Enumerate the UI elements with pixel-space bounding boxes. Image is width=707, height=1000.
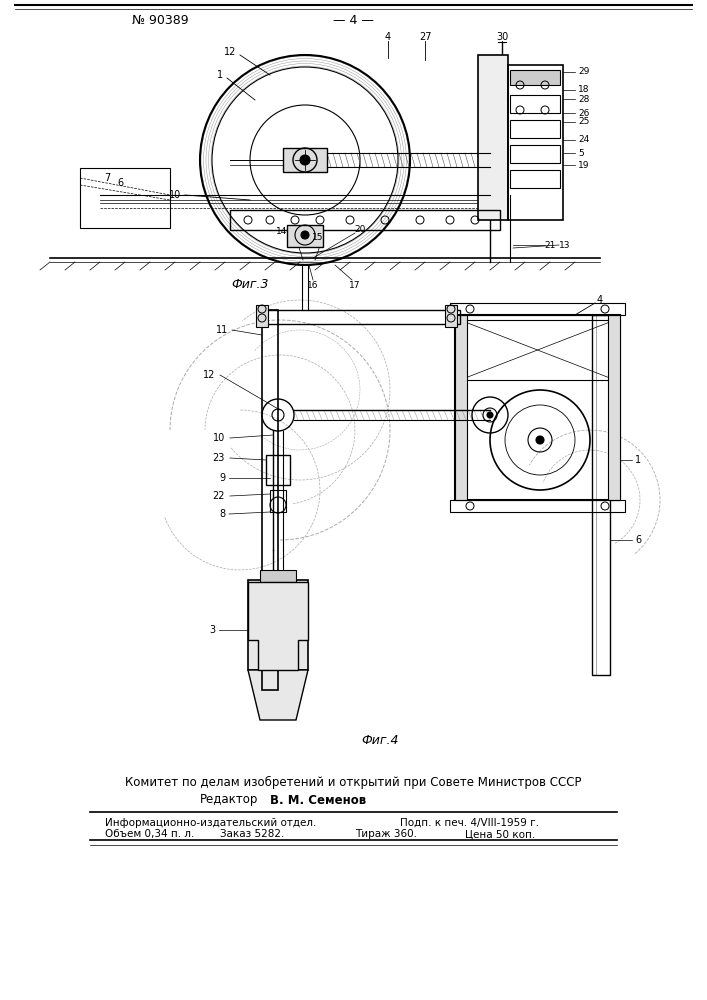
Text: 23: 23 [213, 453, 225, 463]
Text: Фиг.3: Фиг.3 [231, 278, 269, 292]
Text: 4: 4 [385, 32, 391, 42]
Text: 5: 5 [578, 148, 584, 157]
Text: 30: 30 [496, 32, 508, 42]
Text: 12: 12 [203, 370, 215, 380]
Circle shape [301, 231, 309, 239]
Bar [510, 120, 560, 138]
Text: 7: 7 [104, 173, 110, 183]
Text: Комитет по делам изобретений и открытий при Совете Министров СССР: Комитет по делам изобретений и открытий … [124, 775, 581, 789]
Text: 14: 14 [276, 228, 288, 236]
Text: 3: 3 [209, 625, 215, 635]
Text: 26: 26 [578, 108, 590, 117]
Text: Информационно-издательский отдел.: Информационно-издательский отдел. [105, 818, 316, 828]
Bar [262, 310, 278, 690]
Bar [450, 500, 625, 512]
Text: 8: 8 [219, 509, 225, 519]
Bar [592, 315, 610, 675]
Bar [510, 145, 560, 163]
Bar [260, 570, 296, 582]
Text: 12: 12 [224, 47, 236, 57]
Bar [262, 310, 460, 324]
Text: 10: 10 [169, 190, 181, 200]
Text: Редактор: Редактор [200, 794, 258, 806]
Text: В. М. Семенов: В. М. Семенов [270, 794, 366, 806]
Text: 29: 29 [578, 68, 590, 77]
Bar [80, 168, 170, 228]
Bar [508, 65, 563, 220]
Bar [510, 70, 560, 85]
Text: Объем 0,34 п. л.: Объем 0,34 п. л. [105, 829, 194, 839]
Text: — 4 —: — 4 — [332, 13, 373, 26]
Text: 13: 13 [559, 240, 571, 249]
Bar [230, 210, 500, 230]
Text: Заказ 5282.: Заказ 5282. [220, 829, 284, 839]
Text: 25: 25 [578, 117, 590, 126]
Text: 22: 22 [213, 491, 225, 501]
Text: 19: 19 [578, 160, 590, 169]
Bar [455, 315, 467, 500]
Bar [445, 305, 457, 327]
Text: Фиг.4: Фиг.4 [361, 734, 399, 746]
Text: 15: 15 [312, 232, 324, 241]
Bar [510, 95, 560, 113]
Text: 27: 27 [419, 32, 431, 42]
Text: 1: 1 [217, 70, 223, 80]
Text: 16: 16 [308, 280, 319, 290]
Bar [450, 303, 625, 315]
Circle shape [300, 155, 310, 165]
Text: 18: 18 [578, 86, 590, 95]
Text: 6: 6 [117, 178, 123, 188]
Bar [460, 320, 615, 380]
Bar [283, 148, 327, 172]
Text: 21: 21 [544, 240, 556, 249]
Text: Цена 50 коп.: Цена 50 коп. [465, 829, 535, 839]
Polygon shape [248, 582, 308, 670]
Text: Подп. к печ. 4/VIII-1959 г.: Подп. к печ. 4/VIII-1959 г. [400, 818, 539, 828]
Text: № 90389: № 90389 [132, 13, 188, 26]
Bar [287, 225, 323, 247]
Text: 28: 28 [578, 95, 590, 104]
Text: 24: 24 [578, 135, 589, 144]
Bar [248, 580, 308, 670]
Circle shape [487, 412, 493, 418]
Bar [270, 490, 286, 512]
Text: 11: 11 [216, 325, 228, 335]
Bar [510, 170, 560, 188]
Circle shape [536, 436, 544, 444]
Polygon shape [248, 670, 308, 720]
Bar [478, 55, 508, 220]
Bar [608, 315, 620, 500]
Text: 6: 6 [635, 535, 641, 545]
Text: 17: 17 [349, 280, 361, 290]
Text: 20: 20 [354, 226, 366, 234]
Bar [455, 315, 620, 500]
Bar [266, 455, 290, 485]
Text: 10: 10 [213, 433, 225, 443]
Text: 1: 1 [635, 455, 641, 465]
Text: Тираж 360.: Тираж 360. [355, 829, 417, 839]
Text: 4: 4 [597, 295, 603, 305]
Bar [256, 305, 268, 327]
Text: 9: 9 [219, 473, 225, 483]
